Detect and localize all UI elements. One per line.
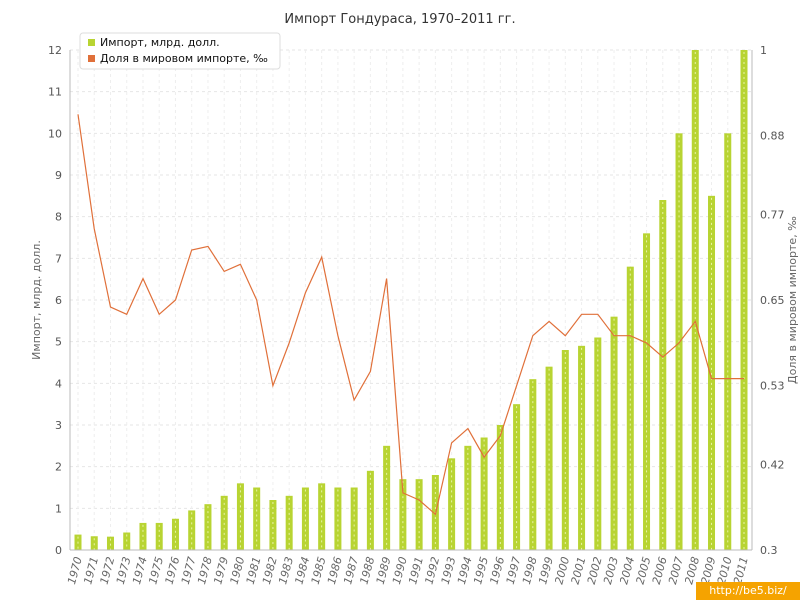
bar <box>106 536 114 550</box>
bar <box>529 379 537 550</box>
y-axis-label-right: Доля в мировом импорте, ‰ <box>786 216 799 384</box>
bar <box>269 500 277 550</box>
legend: Импорт, млрд. долл. Доля в мировом импор… <box>79 32 281 70</box>
y-tick-left: 9 <box>55 169 62 182</box>
bar <box>545 366 553 550</box>
bar <box>561 350 569 550</box>
bar <box>171 518 179 550</box>
bar <box>448 458 456 550</box>
bar <box>253 487 261 550</box>
bars <box>74 50 748 551</box>
share-line <box>77 114 744 516</box>
x-axis-ticks: 1970197119721973197419751976197719781979… <box>65 555 751 585</box>
bar <box>188 510 196 550</box>
y-tick-left: 4 <box>55 377 62 390</box>
y-tick-right: 0.3 <box>760 544 778 557</box>
watermark: http://be5.biz/ <box>696 582 800 600</box>
y-tick-left: 11 <box>48 86 62 99</box>
plot-area <box>70 50 752 550</box>
y-tick-left: 12 <box>48 44 62 57</box>
y-tick-left: 7 <box>55 252 62 265</box>
y-tick-left: 10 <box>48 127 62 140</box>
right-axis-ticks: 0.3 0.42 0.53 0.65 0.77 0.88 1 <box>760 44 785 557</box>
legend-swatch-share <box>88 55 95 62</box>
y-tick-right: 0.77 <box>760 208 785 221</box>
y-tick-left: 5 <box>55 336 62 349</box>
y-tick-left: 2 <box>55 461 62 474</box>
share-series-line <box>77 114 744 516</box>
bar <box>626 266 634 550</box>
bar <box>301 487 309 550</box>
legend-box <box>79 32 281 70</box>
y-tick-left: 8 <box>55 211 62 224</box>
y-tick-left: 3 <box>55 419 62 432</box>
y-tick-right: 0.65 <box>760 294 785 307</box>
bar <box>594 337 602 550</box>
bar <box>610 316 618 550</box>
y-tick-right: 0.42 <box>760 458 785 471</box>
y-tick-right: 1 <box>760 44 767 57</box>
bar <box>691 50 699 550</box>
chart-title: Импорт Гондураса, 1970–2011 гг. <box>284 12 515 27</box>
bar <box>480 437 488 550</box>
bar <box>740 50 748 550</box>
bar <box>659 200 667 550</box>
y-tick-left: 6 <box>55 294 62 307</box>
legend-label-share: Доля в мировом импорте, ‰ <box>100 52 268 65</box>
bar <box>350 487 358 550</box>
y-tick-right: 0.53 <box>760 380 785 393</box>
legend-label-import: Импорт, млрд. долл. <box>100 36 220 49</box>
bar <box>399 479 407 550</box>
legend-swatch-import <box>88 39 95 46</box>
bar <box>334 487 342 550</box>
bar <box>90 536 98 550</box>
y-tick-left: 0 <box>55 544 62 557</box>
y-axis-label-left: Импорт, млрд. долл. <box>30 240 43 360</box>
y-tick-left: 1 <box>55 502 62 515</box>
y-tick-right: 0.88 <box>760 130 785 143</box>
bar <box>415 479 423 550</box>
axes <box>69 50 753 551</box>
bar <box>366 470 374 550</box>
